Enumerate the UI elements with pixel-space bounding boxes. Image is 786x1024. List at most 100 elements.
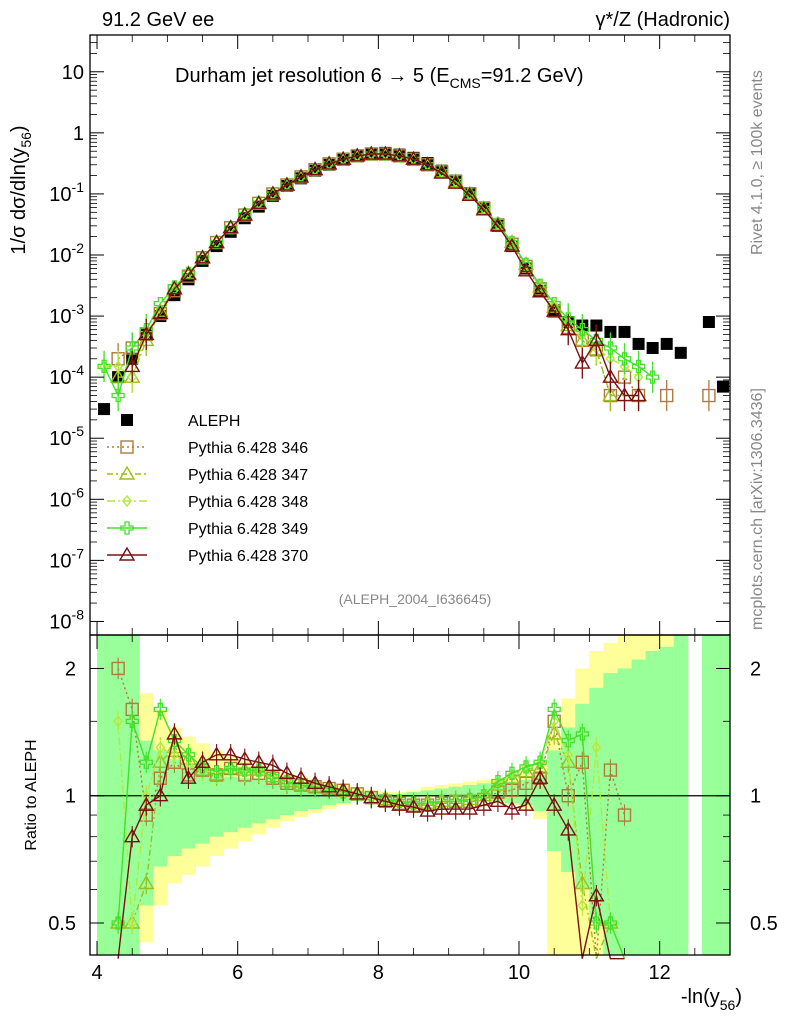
ratio-point-p346 (617, 808, 632, 822)
ratio-point-p370 (278, 764, 296, 779)
ratio-point-p370 (503, 800, 521, 815)
x-tick-label: 4 (91, 962, 102, 984)
ratio-point-p349 (125, 714, 139, 728)
ratio-point-p370 (138, 796, 155, 811)
ratio-y-tick-label-right: 0.5 (750, 913, 778, 935)
main-y-axis-label: 1/σ dσ/dln(y56) (8, 125, 34, 254)
ratio-point-p370 (363, 789, 380, 804)
data-point-p370 (405, 150, 422, 165)
data-point-aleph (604, 325, 617, 338)
ratio-point-p346 (603, 763, 618, 777)
data-point-aleph (632, 337, 645, 350)
ratio-point-p370 (250, 753, 268, 768)
data-point-p349 (350, 149, 364, 163)
data-point-p349 (280, 178, 294, 192)
data-point-p370 (391, 147, 408, 162)
ratio-panel-series (109, 657, 632, 962)
uncertainty-band-green (659, 646, 675, 955)
ratio-point-p349 (209, 765, 224, 779)
ratio-point-p370 (180, 769, 197, 784)
data-point-p370 (560, 321, 577, 336)
data-point-p370 (475, 201, 493, 216)
data-point-p370 (419, 156, 436, 171)
data-point-p370 (306, 161, 324, 176)
ratio-point-p349 (252, 763, 266, 777)
legend-label-p370: Pythia 6.428 370 (188, 548, 308, 565)
ratio-point-p370 (517, 796, 535, 811)
ratio-point-p348 (155, 741, 166, 754)
data-point-aleph (646, 342, 659, 355)
main-y-tick-label: 1 (73, 123, 84, 145)
ratio-point-p370 (264, 756, 282, 772)
ratio-point-p347 (545, 725, 563, 740)
data-point-p370 (574, 354, 591, 369)
main-y-tick-label: 10-5 (49, 423, 84, 450)
main-panel-series (97, 145, 729, 416)
data-point-p370 (292, 168, 310, 183)
ratio-point-p349 (434, 794, 449, 808)
legend: ALEPH Pythia 6.428 346 Pythia 6.428 347 Pyt… (107, 413, 308, 565)
ratio-point-p370 (475, 796, 493, 811)
legend-marker-p347 (118, 465, 136, 480)
uncertainty-band-green (701, 635, 717, 955)
data-point-p349 (111, 388, 125, 403)
data-point-p370 (264, 185, 282, 200)
uncertainty-band-green (223, 776, 239, 833)
data-point-p349 (645, 370, 660, 384)
data-point-p370 (166, 280, 183, 295)
uncertainty-band-green (631, 659, 647, 955)
uncertainty-band-green (279, 783, 295, 816)
ratio-point-p349 (575, 727, 589, 741)
data-point-p349 (97, 359, 111, 374)
data-point-p370 (278, 176, 296, 191)
main-y-tick-label: 10-2 (49, 240, 84, 267)
legend-marker-aleph (121, 414, 133, 426)
series-p348 (99, 147, 644, 393)
ratio-point-p349 (280, 774, 294, 789)
data-point-p370 (194, 249, 211, 264)
data-point-p370 (588, 331, 605, 347)
ratio-point-p349 (561, 733, 575, 748)
series-line-p347 (118, 153, 639, 397)
data-point-p346 (702, 388, 716, 403)
data-point-p346 (533, 282, 547, 296)
ratio-point-p347 (574, 875, 591, 890)
legend-label-aleph: ALEPH (188, 413, 240, 430)
legend-marker-p349 (120, 521, 134, 535)
data-point-p348 (127, 371, 138, 384)
uncertainty-band-green (715, 635, 731, 955)
ratio-y-tick-label-right: 2 (750, 658, 761, 680)
ratio-point-p370 (123, 828, 141, 843)
ratio-panel-frame (89, 634, 731, 956)
ratio-point-p349 (322, 781, 336, 796)
ratio-point-p348 (591, 741, 602, 754)
ratio-point-p370 (377, 792, 394, 808)
ratio-point-p370 (405, 798, 422, 813)
header-right: γ*/Z (Hadronic) (596, 9, 730, 31)
ratio-point-p370 (292, 769, 310, 784)
data-point-p370 (250, 194, 268, 210)
uncertainty-band-green (237, 778, 253, 828)
data-point-aleph (98, 403, 111, 416)
main-y-tick-label: 10-8 (49, 606, 84, 633)
header-left: 91.2 GeV ee (102, 9, 214, 31)
data-point-p346 (660, 388, 674, 403)
ratio-point-p347 (152, 753, 169, 768)
uncertainty-band-green (251, 779, 267, 824)
legend-label-p348: Pythia 6.428 348 (188, 494, 308, 511)
uncertainty-band-green (673, 635, 689, 955)
legend-marker-p370 (118, 546, 136, 561)
data-point-p370 (138, 326, 155, 341)
ratio-y-tick-label: 2 (65, 658, 76, 680)
data-point-p348 (113, 360, 124, 373)
ratio-point-p370 (560, 821, 577, 836)
ratio-point-p370 (391, 796, 408, 811)
uncertainty-band-green (181, 765, 196, 849)
ratio-y-tick-label: 1 (65, 786, 76, 808)
data-point-aleph (660, 337, 673, 350)
data-point-p349 (336, 152, 350, 166)
uncertainty-band-green (209, 773, 225, 837)
ratio-point-p349 (224, 761, 238, 776)
ratio-point-p346 (575, 755, 590, 769)
data-point-p349 (364, 147, 378, 161)
